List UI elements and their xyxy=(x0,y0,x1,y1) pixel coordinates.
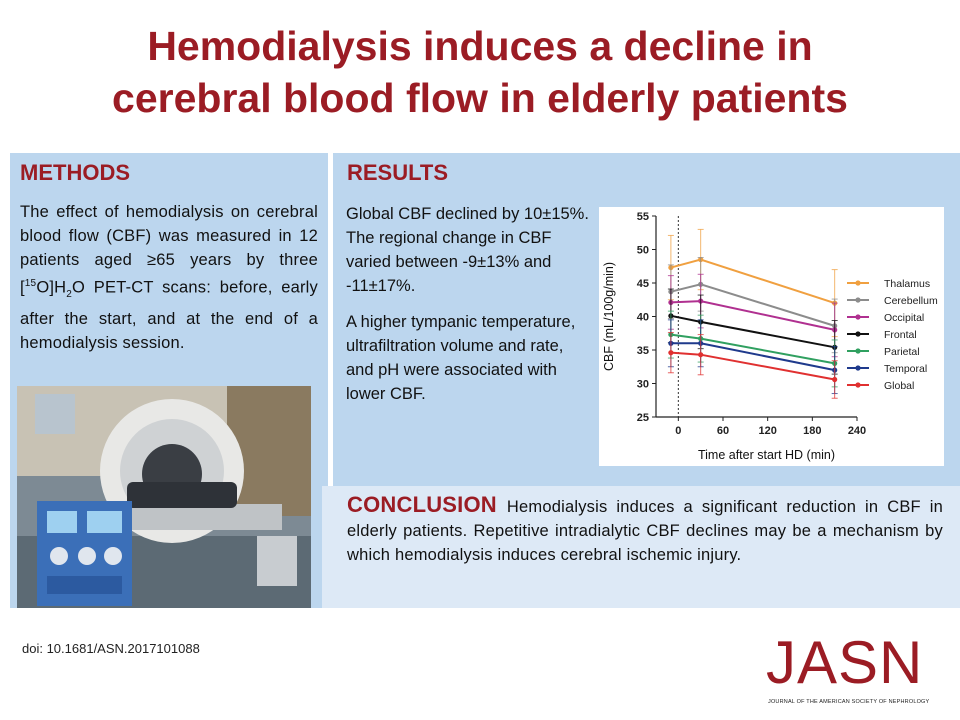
conclusion-heading: CONCLUSION xyxy=(347,492,497,517)
results-paragraph-2: A higher tympanic temperature, ultrafilt… xyxy=(346,313,576,403)
x-tick-label: 60 xyxy=(717,425,729,437)
conclusion-text: CONCLUSION Hemodialysis induces a signifi… xyxy=(347,493,943,567)
methods-text-part3: O PET-CT scans: before, early after the … xyxy=(20,278,318,352)
y-tick-label: 45 xyxy=(637,278,649,290)
x-tick-label: 0 xyxy=(675,425,681,437)
series-line-thalamus xyxy=(670,258,835,305)
y-tick-label: 30 xyxy=(637,379,649,391)
methods-superscript: 15 xyxy=(24,278,37,289)
legend-marker xyxy=(855,331,861,337)
y-tick-label: 25 xyxy=(637,412,649,424)
legend-label: Temporal xyxy=(884,363,927,375)
series-line-occipital xyxy=(670,300,835,331)
methods-text-part1: The effect of hemodialysis on cerebral b… xyxy=(20,203,318,297)
methods-text: The effect of hemodialysis on cerebral b… xyxy=(20,200,318,355)
results-heading: RESULTS xyxy=(347,160,449,185)
legend-label: Frontal xyxy=(884,329,917,341)
data-point xyxy=(832,376,838,383)
y-tick-label: 40 xyxy=(637,312,649,324)
jasn-logo: JASN JOURNAL OF THE AMERICAN SOCIETY OF … xyxy=(766,630,940,712)
title-line-2: cerebral blood flow in elderly patients xyxy=(112,75,848,121)
legend-marker xyxy=(855,382,861,388)
legend-marker xyxy=(855,314,861,320)
title-line-1: Hemodialysis induces a decline in xyxy=(147,23,813,69)
x-tick-label: 120 xyxy=(758,425,776,437)
legend-label: Cerebellum xyxy=(884,295,938,307)
legend-marker xyxy=(855,280,861,286)
conclusion-body: Hemodialysis induces a significant reduc… xyxy=(347,498,943,564)
results-paragraph-1: Global CBF declined by 10±15%. The regio… xyxy=(346,205,589,295)
series-line-parietal xyxy=(670,333,835,365)
x-axis-label: Time after start HD (min) xyxy=(698,448,835,462)
conclusion-panel xyxy=(322,486,960,608)
methods-text-part2: O]H xyxy=(36,278,67,297)
y-tick-label: 55 xyxy=(637,211,649,223)
y-tick-label: 50 xyxy=(637,245,649,257)
legend-label: Thalamus xyxy=(884,278,930,290)
cbf-line-chart: 25 30 35 40 45 50 55 0 60 120 180 240 Time after sta… xyxy=(602,211,938,462)
legend-label: Parietal xyxy=(884,346,920,358)
x-tick-label: 180 xyxy=(803,425,821,437)
scanner-illustration xyxy=(17,386,311,608)
legend-marker xyxy=(855,348,861,354)
doi-reference: doi: 10.1681/ASN.2017101088 xyxy=(22,641,200,656)
y-axis-label: CBF (mL/100g/min) xyxy=(602,262,616,371)
y-tick-label: 35 xyxy=(637,345,649,357)
data-point xyxy=(698,352,704,358)
data-point xyxy=(668,350,674,356)
legend-marker xyxy=(855,297,861,303)
legend-marker xyxy=(855,365,861,371)
x-tick-label: 240 xyxy=(848,425,866,437)
methods-heading: METHODS xyxy=(20,160,130,185)
legend-label: Occipital xyxy=(884,312,924,324)
jasn-logo-word: JASN xyxy=(766,629,924,696)
jasn-logo-subtitle: JOURNAL OF THE AMERICAN SOCIETY OF NEPHR… xyxy=(768,699,930,705)
results-text: Global CBF declined by 10±15%. The regio… xyxy=(346,202,591,418)
series-line-cerebellum xyxy=(670,283,835,327)
page-title: Hemodialysis induces a decline in cerebr… xyxy=(20,20,940,124)
pet-ct-scanner-photo xyxy=(17,386,311,608)
methods-subscript: 2 xyxy=(66,288,73,300)
legend-label: Global xyxy=(884,380,914,392)
cbf-chart: 25 30 35 40 45 50 55 0 60 120 180 240 Time after sta… xyxy=(599,207,944,466)
